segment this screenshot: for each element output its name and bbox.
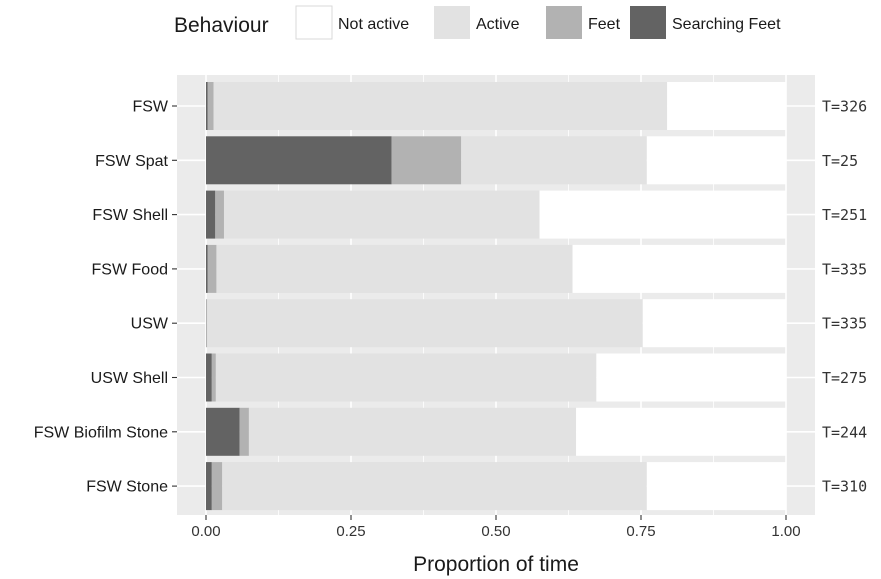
y-tick-label: USW — [131, 316, 169, 333]
legend: Behaviour Not active Active Feet Searching … — [174, 5, 781, 40]
x-tick-label: 1.00 — [771, 523, 800, 540]
legend-key — [546, 6, 582, 39]
legend-key — [295, 5, 333, 40]
x-tick-label: 0.50 — [481, 523, 510, 540]
bar-segment-feet — [391, 136, 462, 185]
bar-segment-active — [207, 299, 643, 348]
bar-segment-not-active — [572, 244, 786, 293]
legend-key — [630, 6, 666, 39]
bar-segment-not-active — [642, 299, 786, 348]
bar-segment-feet — [211, 353, 216, 402]
y-tick-label: FSW Shell — [92, 207, 168, 224]
y-tick-label: FSW Biofilm Stone — [34, 424, 168, 441]
bar-annotation: T=275 — [822, 369, 867, 387]
bar-segment-searching-feet — [206, 244, 208, 293]
legend-title: Behaviour — [174, 14, 269, 37]
legend-label: Not active — [338, 16, 409, 33]
y-tick-label: USW Shell — [91, 370, 168, 387]
bar-segment-searching-feet — [206, 407, 240, 456]
bar-segment-active — [213, 82, 668, 130]
bar-segment-searching-feet — [206, 353, 212, 402]
bar-annotation: T=335 — [822, 315, 867, 333]
bar-segment-active — [248, 407, 577, 456]
bar-segment-feet — [206, 299, 208, 348]
bar-segment-feet — [239, 407, 249, 456]
bar-segment-not-active — [596, 353, 786, 402]
bars — [206, 82, 786, 511]
bar-annotation: T=310 — [822, 478, 867, 496]
bar-segment-searching-feet — [206, 82, 208, 130]
y-tick-label: FSW Stone — [86, 479, 168, 496]
x-tick-label: 0.00 — [191, 523, 220, 540]
bar-segment-active — [216, 244, 573, 293]
y-axis: FSW FSW Spat FSW Shell FSW Food USW USW Shell… — [34, 99, 177, 496]
bar-segment-feet — [207, 244, 217, 293]
bar-segment-feet — [211, 462, 223, 511]
x-axis-title: Proportion of time — [413, 553, 579, 576]
y-tick-label: FSW Spat — [95, 153, 168, 170]
bar-annotation: T=244 — [822, 423, 867, 441]
bar-segment-not-active — [646, 136, 786, 185]
x-tick-label: 0.75 — [626, 523, 655, 540]
bar-annotations: T=326 T=25 T=251 T=335 T=335 T=275 T=244 T=310 — [822, 98, 867, 496]
bar-segment-searching-feet — [206, 190, 216, 239]
bar-annotation: T=251 — [822, 206, 867, 224]
bar-segment-not-active — [576, 407, 786, 456]
bar-segment-not-active — [539, 190, 786, 239]
bar-annotation: T=25 — [822, 152, 858, 170]
bar-segment-not-active — [646, 462, 786, 511]
bar-segment-active — [222, 462, 647, 511]
bar-segment-not-active — [667, 82, 786, 130]
y-tick-label: FSW — [132, 99, 168, 116]
x-axis: 0.00 0.25 0.50 0.75 1.00 — [191, 515, 801, 540]
bar-segment-searching-feet — [206, 462, 212, 511]
x-tick-label: 0.25 — [336, 523, 365, 540]
legend-label: Feet — [588, 16, 621, 33]
bar-annotation: T=335 — [822, 260, 867, 278]
bar-segment-feet — [215, 190, 224, 239]
legend-key — [434, 6, 470, 39]
y-tick-label: FSW Food — [92, 261, 168, 278]
bar-segment-active — [223, 190, 540, 239]
bar-segment-feet — [207, 82, 214, 130]
bar-segment-active — [461, 136, 647, 185]
bar-annotation: T=326 — [822, 98, 867, 116]
legend-label: Active — [476, 16, 520, 33]
legend-label: Searching Feet — [672, 16, 781, 33]
bar-segment-active — [215, 353, 597, 402]
bar-segment-searching-feet — [206, 136, 392, 185]
